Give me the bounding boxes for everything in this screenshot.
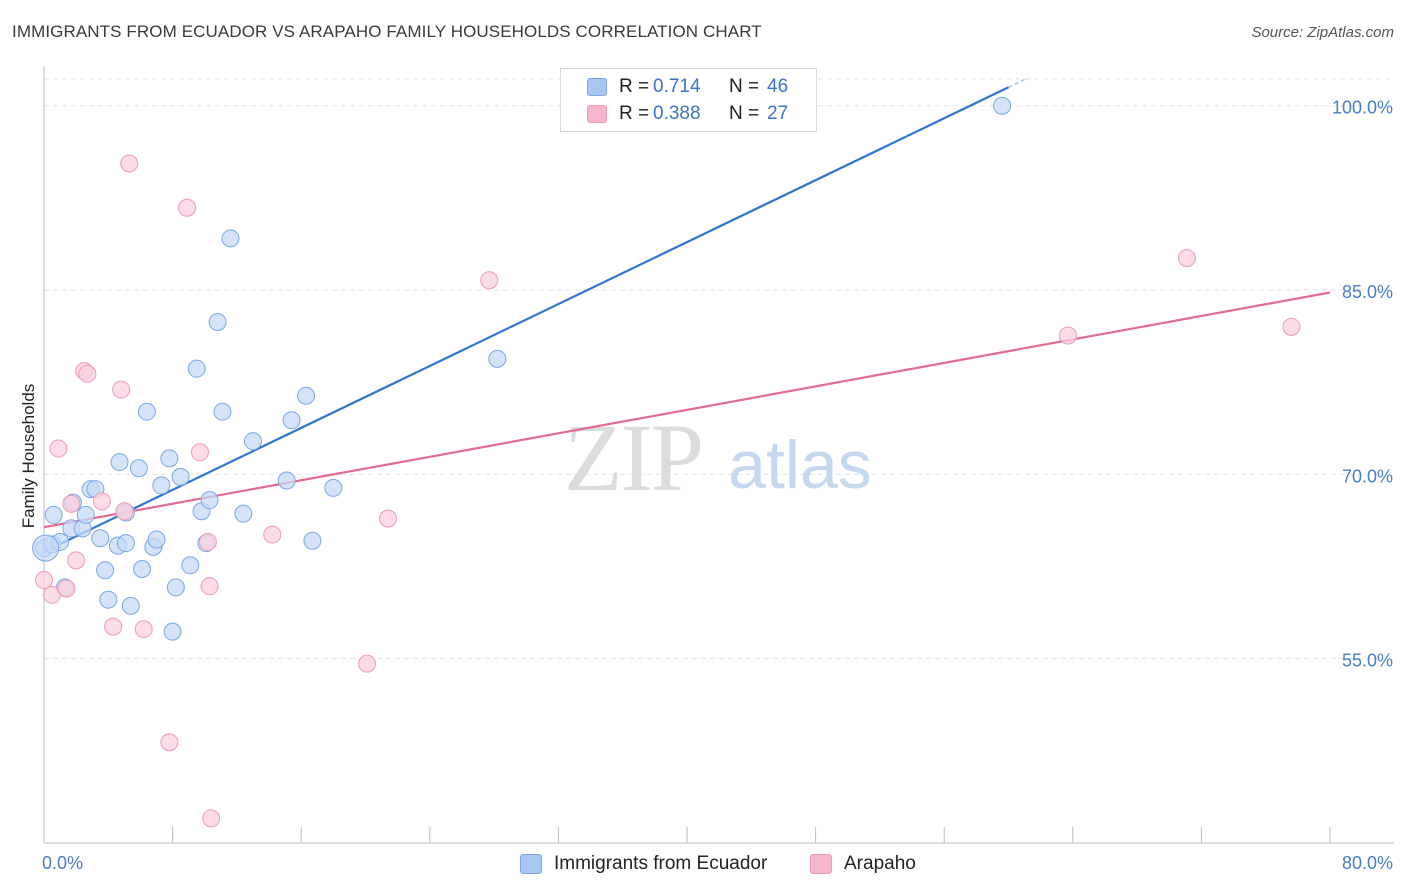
point-ecuador — [181, 556, 200, 575]
legend-swatch-ecuador — [587, 78, 607, 96]
point-arapaho — [379, 509, 398, 528]
axes-layer — [43, 66, 1394, 844]
point-ecuador — [137, 402, 156, 421]
point-ecuador — [160, 449, 179, 468]
point-ecuador — [277, 471, 296, 490]
point-ecuador — [129, 459, 148, 478]
watermark-zip: ZIP — [564, 404, 702, 511]
point-arapaho — [57, 579, 76, 598]
chart-title: IMMIGRANTS FROM ECUADOR VS ARAPAHO FAMIL… — [12, 22, 762, 41]
legend-swatch-arapaho — [810, 854, 832, 874]
point-ecuador — [99, 590, 118, 609]
legend-row-arapaho: R = 0.388 N = 27 — [587, 102, 788, 126]
point-ecuador — [116, 534, 135, 553]
point-arapaho — [480, 271, 499, 290]
legend-swatch-ecuador — [520, 854, 542, 874]
point-ecuador — [208, 312, 227, 331]
point-arapaho — [35, 571, 53, 590]
watermark: ZIP atlas — [564, 404, 872, 511]
trend-layer — [43, 77, 1331, 553]
point-arapaho — [178, 198, 197, 217]
legend-item-arapaho[interactable]: Arapaho — [810, 852, 916, 876]
point-arapaho — [92, 492, 111, 511]
point-ecuador — [993, 96, 1012, 115]
point-ecuador — [488, 349, 507, 368]
legend-r-value: 0.714 — [653, 76, 701, 97]
grid-layer — [44, 78, 1394, 660]
y-axis-label: Family Households — [19, 384, 38, 529]
legend-n-value: 27 — [767, 103, 789, 124]
point-arapaho — [190, 443, 209, 462]
point-ecuador — [44, 505, 63, 524]
point-ecuador — [234, 504, 253, 523]
legend-label-ecuador: Immigrants from Ecuador — [554, 853, 768, 874]
tick-labels: 55.0% 70.0% 85.0% 100.0% 0.0% 80.0% — [42, 98, 1393, 873]
point-ecuador — [297, 386, 316, 405]
point-ecuador — [163, 622, 182, 641]
legend-swatch-arapaho — [587, 105, 607, 123]
point-ecuador — [303, 531, 322, 550]
y-tick-label: 100.0% — [1332, 98, 1393, 118]
legend-n-label: N = — [729, 76, 760, 97]
point-arapaho — [49, 439, 68, 458]
legend-item-ecuador[interactable]: Immigrants from Ecuador — [520, 852, 767, 876]
points-layer — [32, 96, 1301, 828]
y-tick-label: 85.0% — [1342, 282, 1393, 302]
point-arapaho — [78, 364, 97, 383]
point-ecuador — [110, 453, 129, 472]
point-ecuador — [200, 491, 219, 510]
point-arapaho — [1282, 317, 1301, 336]
point-ecuador — [187, 359, 206, 378]
point-ecuador — [166, 578, 185, 597]
trendline-ecuador — [43, 86, 1009, 553]
point-ecuador-cluster — [32, 534, 60, 562]
point-ecuador — [324, 478, 343, 497]
point-arapaho — [67, 551, 86, 570]
point-arapaho — [120, 154, 139, 173]
point-arapaho — [115, 502, 134, 521]
point-arapaho — [358, 654, 377, 673]
point-arapaho — [134, 620, 153, 639]
point-ecuador — [171, 467, 190, 486]
legend-n-label: N = — [729, 103, 760, 124]
point-arapaho — [104, 617, 123, 636]
point-ecuador — [133, 559, 152, 578]
point-ecuador — [282, 411, 301, 430]
y-tick-label: 55.0% — [1342, 651, 1393, 671]
point-ecuador — [76, 505, 95, 524]
legend-r-value: 0.388 — [653, 103, 701, 124]
series-legend: Immigrants from Ecuador Arapaho — [0, 852, 1406, 876]
point-arapaho — [198, 532, 217, 551]
point-ecuador — [147, 530, 166, 549]
x-tick-label: 0.0% — [42, 853, 83, 873]
point-arapaho — [160, 733, 179, 752]
point-arapaho — [263, 525, 282, 544]
point-ecuador — [91, 529, 110, 548]
point-arapaho — [200, 577, 219, 596]
point-ecuador — [96, 561, 115, 580]
source-label: Source: ZipAtlas.com — [1251, 24, 1394, 41]
x-tick-label: 80.0% — [1342, 853, 1393, 873]
point-arapaho — [112, 380, 131, 399]
point-arapaho — [202, 809, 221, 828]
trendline-arapaho — [43, 291, 1331, 529]
watermark-atlas: atlas — [728, 427, 872, 503]
legend-label-arapaho: Arapaho — [844, 853, 916, 874]
stats-legend: R = 0.714 N = 46 R = 0.388 N = 27 — [560, 68, 817, 132]
point-ecuador — [152, 476, 171, 495]
point-ecuador — [221, 229, 240, 248]
point-ecuador — [121, 596, 140, 615]
y-tick-label: 70.0% — [1342, 466, 1393, 486]
legend-n-value: 46 — [767, 76, 789, 97]
point-arapaho — [1177, 249, 1196, 268]
point-arapaho — [62, 494, 81, 513]
legend-r-label: R = — [619, 76, 650, 97]
point-ecuador — [243, 432, 262, 451]
point-ecuador — [213, 402, 232, 421]
legend-r-label: R = — [619, 103, 650, 124]
legend-row-ecuador: R = 0.714 N = 46 — [587, 75, 788, 99]
trendline-ecuador-extension — [1008, 77, 1029, 88]
point-arapaho — [1058, 326, 1077, 345]
